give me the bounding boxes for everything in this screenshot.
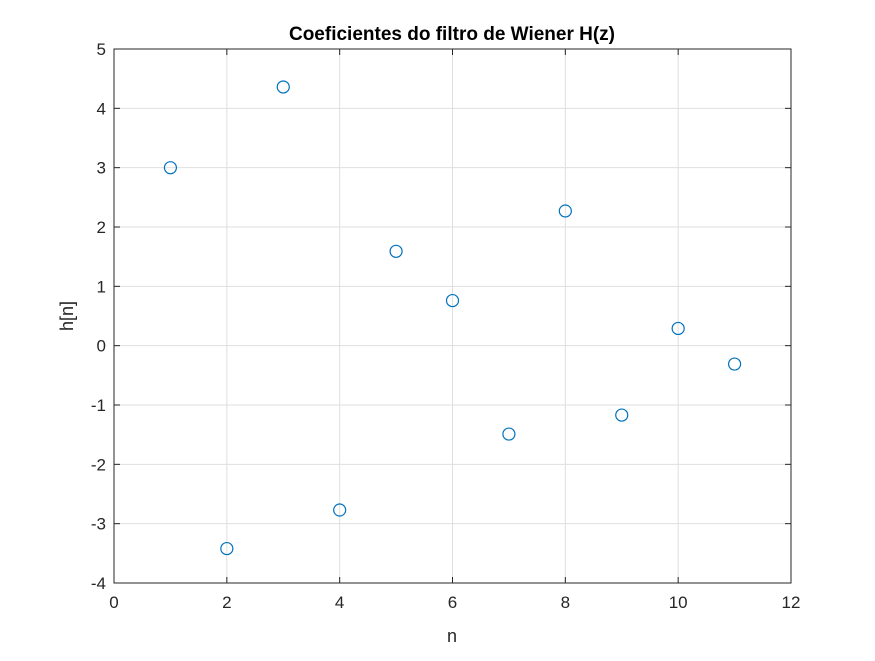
data-point-9 [615, 408, 629, 422]
data-point-7 [502, 427, 516, 441]
y-tick-label: 1 [97, 277, 106, 296]
x-tick-label: 2 [222, 593, 231, 612]
data-point-6 [445, 293, 460, 308]
x-tick-label: 10 [669, 593, 688, 612]
data-point-11 [727, 357, 742, 371]
x-tick-label: 12 [782, 593, 801, 612]
x-tick-label: 8 [561, 593, 570, 612]
data-point-3 [276, 80, 290, 94]
y-tick-label: 5 [97, 40, 106, 59]
data-point-2 [220, 541, 234, 556]
y-tick-label: 2 [97, 218, 106, 237]
chart-title: Coeficientes do filtro de Wiener H(z) [289, 24, 615, 45]
y-tick-label: -2 [91, 455, 106, 474]
y-tick-label: -3 [91, 515, 106, 534]
x-tick-label: 4 [335, 593, 344, 612]
data-point-1 [163, 161, 178, 175]
x-tick-label: 6 [448, 593, 457, 612]
data-point-4 [333, 503, 347, 517]
x-tick-label: 0 [109, 593, 118, 612]
data-points [163, 80, 742, 556]
y-tick-label: -1 [91, 396, 106, 415]
y-axis-label: h[n] [57, 301, 77, 331]
data-point-5 [389, 244, 403, 258]
y-tick-label: 3 [97, 159, 106, 178]
data-point-10 [671, 321, 685, 336]
y-tick-label: 4 [97, 99, 106, 118]
y-tick-label: 0 [97, 337, 106, 356]
x-axis-label: n [447, 626, 457, 646]
data-point-8 [558, 204, 572, 218]
y-tick-label: -4 [91, 574, 106, 593]
grid [114, 49, 791, 583]
